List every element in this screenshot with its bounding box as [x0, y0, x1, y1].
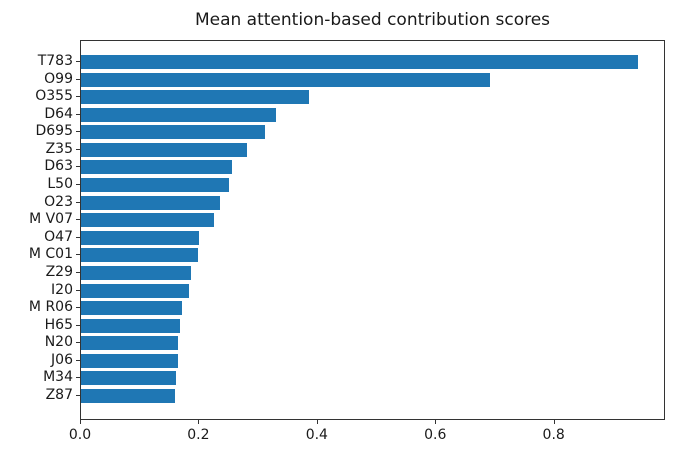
- bar: [81, 336, 179, 351]
- y-axis-label: N20: [44, 334, 73, 351]
- y-tick: [76, 395, 80, 396]
- y-axis-label: M C01: [28, 246, 73, 263]
- bar: [81, 213, 215, 228]
- x-tick-label: 0.2: [187, 427, 210, 443]
- y-axis-label: D695: [35, 123, 73, 140]
- x-tick-label: 0.8: [542, 427, 565, 443]
- bar: [81, 371, 177, 386]
- bar: [81, 178, 230, 193]
- chart-title: Mean attention-based contribution scores: [194, 10, 551, 30]
- y-tick: [76, 219, 80, 221]
- y-tick: [76, 324, 80, 326]
- bar: [81, 353, 178, 368]
- y-axis-label: I20: [51, 281, 73, 298]
- bar: [81, 55, 638, 69]
- y-axis-label: H65: [44, 316, 73, 333]
- x-tick: [316, 420, 318, 424]
- bar: [81, 248, 198, 263]
- bar: [81, 265, 191, 280]
- y-tick: [76, 113, 80, 115]
- bar: [81, 230, 200, 245]
- y-axis-label: J06: [51, 351, 73, 368]
- y-axis-label: Z87: [45, 387, 73, 403]
- y-axis-label: O23: [44, 193, 73, 210]
- y-axis-label: O355: [35, 88, 73, 105]
- y-axis-label: T783: [37, 53, 73, 69]
- y-tick: [76, 184, 80, 186]
- bar: [81, 90, 309, 105]
- y-axis-label: M R06: [28, 299, 73, 316]
- bar: [81, 72, 490, 87]
- y-axis-label: O47: [44, 228, 73, 245]
- bar: [81, 160, 232, 175]
- y-tick: [76, 201, 80, 203]
- y-tick: [76, 254, 80, 256]
- x-tick-label: 0.4: [305, 427, 328, 443]
- y-axis-label: O99: [44, 70, 73, 87]
- bar: [81, 142, 247, 157]
- bar: [81, 195, 221, 210]
- y-axis-label: Z29: [45, 263, 73, 280]
- bar: [81, 318, 181, 333]
- y-tick: [76, 78, 80, 80]
- y-axis-label: M34: [43, 369, 73, 386]
- y-axis-label: M V07: [29, 211, 73, 228]
- y-axis-label: L50: [47, 176, 73, 193]
- y-axis-label: Z35: [45, 140, 73, 157]
- bar: [81, 107, 277, 122]
- y-tick: [76, 377, 80, 379]
- y-tick: [76, 271, 80, 273]
- bar: [81, 125, 265, 140]
- x-tick: [553, 420, 555, 424]
- y-tick: [76, 307, 80, 309]
- x-tick-label: 0.0: [68, 427, 92, 443]
- x-tick: [435, 420, 437, 424]
- y-tick: [76, 131, 80, 133]
- y-tick: [76, 236, 80, 238]
- y-tick: [76, 166, 80, 168]
- plot-area: [80, 40, 665, 420]
- bar: [81, 301, 182, 316]
- y-axis-label: D63: [44, 158, 73, 175]
- x-tick-label: 0.6: [424, 427, 447, 443]
- x-tick: [198, 420, 200, 424]
- y-axis-label: D64: [44, 105, 73, 122]
- y-tick: [76, 342, 80, 344]
- x-tick: [80, 420, 81, 424]
- y-tick: [76, 289, 80, 291]
- y-tick: [76, 359, 80, 361]
- bar: [81, 389, 176, 403]
- y-tick: [76, 61, 80, 62]
- bar: [81, 283, 190, 298]
- y-tick: [76, 148, 80, 150]
- y-tick: [76, 96, 80, 98]
